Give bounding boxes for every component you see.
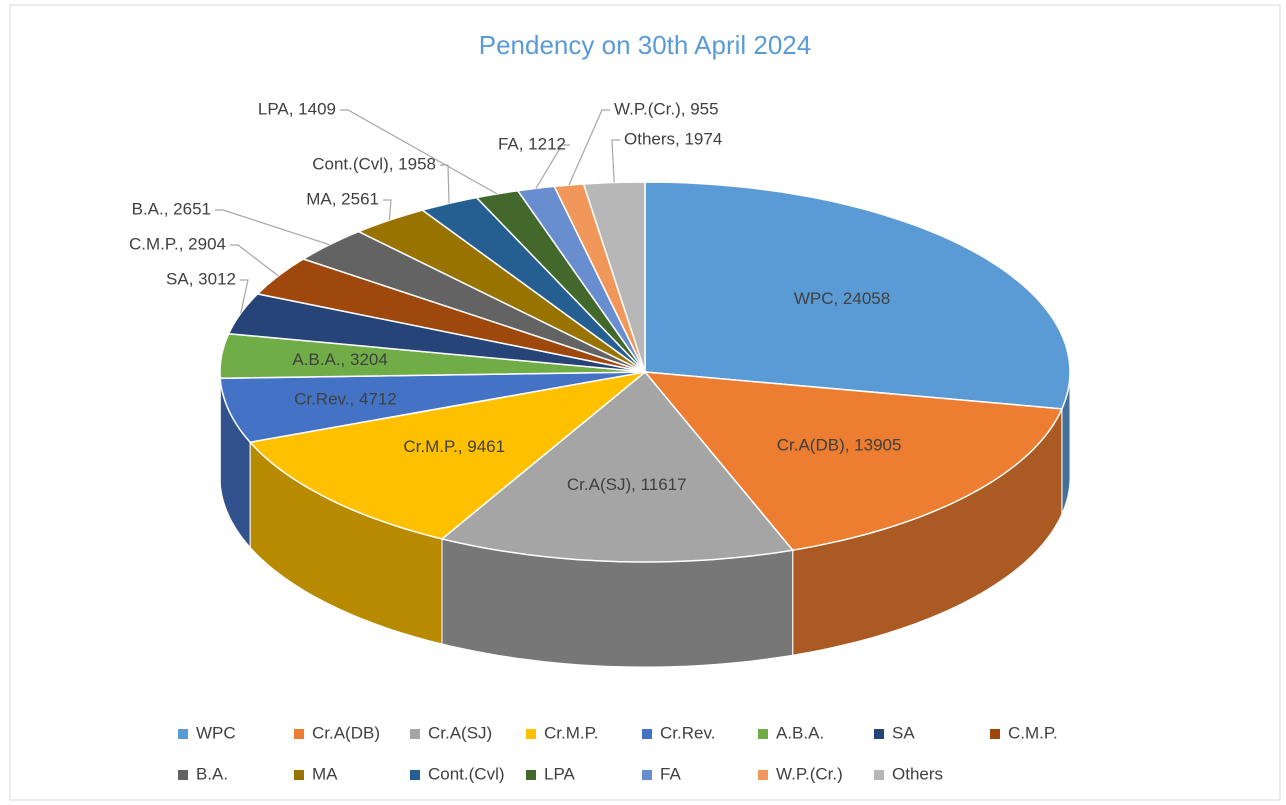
legend-label: Cr.A(SJ) xyxy=(428,723,492,742)
slice xyxy=(440,370,795,563)
data-label: Cr.Rev., 4712 xyxy=(294,389,397,408)
legend-label: Cr.Rev. xyxy=(660,723,715,742)
legend-swatch xyxy=(526,770,536,780)
chart-title: Pendency on 30th April 2024 xyxy=(479,30,811,60)
legend-swatch xyxy=(526,729,536,739)
legend-swatch xyxy=(642,729,652,739)
data-label: LPA, 1409 xyxy=(258,99,336,118)
legend-swatch xyxy=(758,770,768,780)
data-label: Cont.(Cvl), 1958 xyxy=(312,154,436,173)
data-label: FA, 1212 xyxy=(498,134,566,153)
legend-label: SA xyxy=(892,723,915,742)
legend-swatch xyxy=(874,729,884,739)
leader-line xyxy=(383,199,392,221)
legend-label: W.P.(Cr.) xyxy=(776,764,843,783)
legend-label: Others xyxy=(892,764,943,783)
legend-label: C.M.P. xyxy=(1008,723,1058,742)
legend-swatch xyxy=(410,770,420,780)
legend-swatch xyxy=(874,770,884,780)
legend-swatch xyxy=(294,770,304,780)
legend: WPC Cr.A(DB) Cr.A(SJ) Cr.M.P. Cr.Rev. A.B.A. S… xyxy=(178,723,1058,783)
leader-line xyxy=(230,244,279,277)
legend-swatch xyxy=(294,729,304,739)
slice xyxy=(644,181,1071,410)
legend-label: B.A. xyxy=(196,764,228,783)
leader-line xyxy=(611,139,620,183)
legend-swatch xyxy=(642,770,652,780)
legend-swatch xyxy=(758,729,768,739)
data-label: A.B.A., 3204 xyxy=(292,350,387,369)
leader-line xyxy=(340,109,498,195)
legend-label: LPA xyxy=(544,764,576,783)
data-label: C.M.P., 2904 xyxy=(129,234,226,253)
leader-line xyxy=(535,144,570,189)
leader-line xyxy=(240,279,249,314)
legend-swatch xyxy=(990,729,1000,739)
legend-swatch xyxy=(178,729,188,739)
slice xyxy=(219,371,646,444)
data-label: SA, 3012 xyxy=(166,269,236,288)
data-label: Cr.M.P., 9461 xyxy=(403,437,505,456)
slice xyxy=(256,258,646,373)
data-label: Others, 1974 xyxy=(624,129,722,148)
data-label: B.A., 2651 xyxy=(132,199,211,218)
data-label: Cr.A(SJ), 11617 xyxy=(567,475,687,494)
legend-label: A.B.A. xyxy=(776,723,824,742)
slice xyxy=(643,371,1064,552)
legend-label: WPC xyxy=(196,723,236,742)
slice xyxy=(248,370,648,540)
data-label: MA, 2561 xyxy=(306,189,379,208)
legend-label: MA xyxy=(312,764,338,783)
legend-label: Cont.(Cvl) xyxy=(428,764,505,783)
pie-tops xyxy=(219,181,1071,563)
leader-line xyxy=(440,164,450,204)
legend-label: Cr.A(DB) xyxy=(312,723,380,742)
leader-line xyxy=(568,109,610,186)
data-label: Cr.A(DB), 13905 xyxy=(777,435,902,454)
legend-label: Cr.M.P. xyxy=(544,723,598,742)
data-label: WPC, 24058 xyxy=(794,289,890,308)
slice xyxy=(219,332,646,379)
legend-swatch xyxy=(178,770,188,780)
leader-line xyxy=(215,209,330,246)
data-label: W.P.(Cr.), 955 xyxy=(614,99,719,118)
legend-swatch xyxy=(410,729,420,739)
legend-label: FA xyxy=(660,764,681,783)
slice xyxy=(227,293,646,373)
data-labels: WPC, 24058 Cr.A(DB), 13905 Cr.A(SJ), 11617… xyxy=(129,99,902,494)
